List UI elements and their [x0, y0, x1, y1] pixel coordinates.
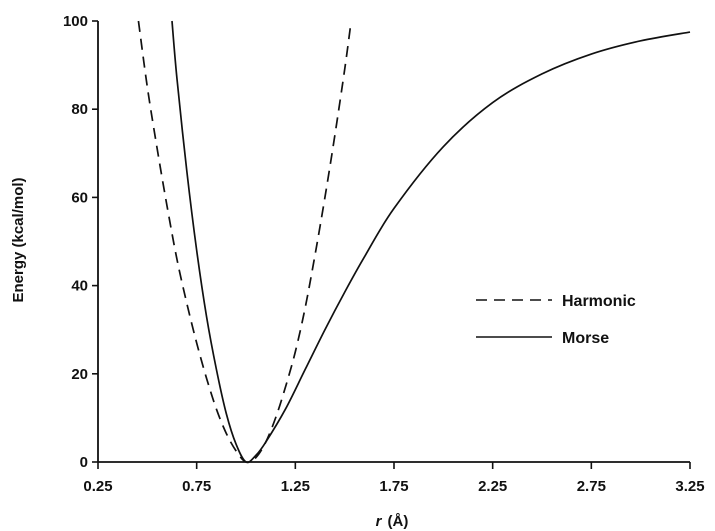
x-tick-label: 2.75 — [577, 478, 606, 495]
series-layer — [137, 20, 691, 464]
y-tick-label: 60 — [71, 189, 88, 206]
x-tick-label: 3.25 — [675, 478, 704, 495]
x-axis-label-symbol: r — [376, 513, 383, 530]
x-tick-label: 1.25 — [281, 478, 310, 495]
x-axis-label: r (Å) — [376, 513, 409, 530]
series-line-morse — [171, 20, 691, 464]
axes-layer: 0 20 40 60 80 100 0.25 0.75 1.25 1.75 2.25 2.75 3.25 — [63, 13, 705, 495]
y-axis-label: Energy (kcal/mol) — [10, 177, 27, 302]
x-tick-label: 1.75 — [379, 478, 408, 495]
x-tick-label: 2.25 — [478, 478, 507, 495]
x-tick-label: 0.25 — [83, 478, 112, 495]
y-tick-label: 20 — [71, 366, 88, 383]
legend-label-morse: Morse — [562, 330, 609, 347]
x-axis-label-unit: (Å) — [388, 513, 409, 530]
y-tick-label: 40 — [71, 278, 88, 295]
x-tick-label: 0.75 — [182, 478, 211, 495]
legend: Harmonic Morse — [476, 293, 636, 347]
y-tick-label: 100 — [63, 13, 88, 30]
legend-label-harmonic: Harmonic — [562, 293, 636, 310]
y-tick-label: 0 — [80, 454, 88, 471]
series-line-harmonic — [137, 20, 352, 464]
y-tick-label: 80 — [71, 101, 88, 118]
